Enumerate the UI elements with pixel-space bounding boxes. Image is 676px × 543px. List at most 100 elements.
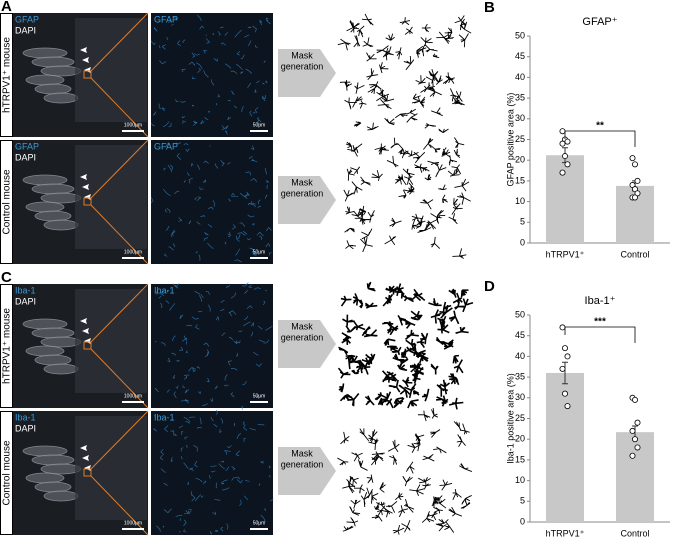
cell-process: [183, 179, 186, 184]
cell-process: [236, 50, 241, 56]
y-axis-label: GFAP positive area (%): [505, 93, 515, 187]
cell-process: [194, 494, 202, 502]
mask-cell: [397, 364, 408, 372]
cell-process: [257, 199, 261, 205]
mask-cell: [361, 325, 371, 337]
cell-process: [230, 392, 235, 398]
scale-bar: [250, 528, 268, 530]
cell-process: [155, 289, 159, 295]
cell-process: [210, 397, 213, 402]
mask-cell: [399, 17, 411, 26]
cell-process: [222, 479, 228, 483]
cell-process: [256, 395, 259, 398]
zoom-image: [151, 140, 273, 264]
cell-process: [214, 385, 218, 390]
cell-process: [269, 465, 271, 469]
cell-process: [241, 105, 244, 113]
mask-cell: [437, 315, 447, 328]
cell-process: [184, 389, 189, 394]
mask-cell: [353, 121, 362, 127]
cell-process: [257, 423, 265, 426]
cell-process: [265, 243, 271, 248]
cell-process: [248, 40, 252, 46]
y-tick-label: 40: [515, 351, 525, 361]
mask-cell: [445, 32, 454, 39]
mask-cell: [427, 86, 442, 97]
mask-cell: [377, 99, 392, 110]
cell-process: [179, 346, 184, 351]
y-tick-label: 15: [515, 454, 525, 464]
cell-process: [227, 360, 232, 366]
chart-title: GFAP⁺: [582, 16, 617, 28]
zoom-stain-label: GFAP: [154, 141, 178, 151]
mask-cell: [451, 96, 463, 106]
folia: [25, 201, 65, 213]
data-point: [559, 140, 566, 147]
cell-process: [170, 430, 175, 434]
mask-cell: [436, 519, 449, 525]
cell-process: [160, 342, 166, 346]
cell-process: [173, 391, 177, 399]
scale-label: 1000μm: [124, 393, 142, 399]
mask-cell: [357, 298, 364, 309]
cell-process: [231, 466, 236, 471]
mask-cell: [353, 484, 365, 494]
cell-process: [183, 416, 191, 423]
mask-cell: [409, 363, 422, 368]
scale-label: 50μm: [253, 393, 266, 399]
cell-process: [202, 403, 208, 406]
cell-process: [231, 90, 235, 96]
mask-cell: [366, 68, 379, 81]
mask-cell: [412, 364, 424, 377]
counterstain-label: DAPI: [15, 296, 36, 306]
cell-process: [211, 470, 216, 473]
mask-cell: [388, 379, 401, 393]
mask-cell: [345, 325, 357, 333]
y-tick-label: 45: [515, 51, 525, 61]
cell-process: [244, 495, 249, 501]
mask-cell: [415, 75, 426, 85]
zoom-stain-label: Iba-1: [154, 412, 175, 422]
mask-cell: [402, 168, 415, 178]
cell-process: [196, 196, 202, 201]
cell-process: [221, 482, 225, 485]
mask-cell: [371, 491, 379, 504]
mask-cell: [435, 523, 447, 532]
mask-cell: [353, 320, 366, 331]
mask-cell: [366, 281, 376, 292]
cell-process: [200, 495, 204, 498]
mask-cell: [387, 325, 399, 336]
cell-process: [241, 405, 243, 410]
y-tick-label: 10: [515, 196, 525, 206]
cell-process: [185, 350, 188, 353]
y-tick-label: 35: [515, 92, 525, 102]
y-tick-label: 0: [520, 516, 525, 526]
scale-bar: [122, 130, 144, 132]
mask-cell: [382, 294, 394, 307]
cell-process: [166, 36, 169, 41]
scale-label: 50μm: [253, 249, 266, 255]
cell-process: [227, 162, 231, 165]
cell-process: [207, 304, 211, 312]
cell-process: [200, 215, 206, 217]
cell-process: [153, 428, 158, 432]
mask-cell: [442, 301, 452, 316]
cell-process: [203, 50, 208, 54]
zoom-line: [90, 283, 149, 343]
mask-cell: [366, 474, 374, 484]
mask-cell: [457, 192, 471, 205]
cell-process: [226, 523, 229, 530]
cell-process: [266, 19, 271, 25]
mask-cell: [439, 479, 453, 491]
cell-process: [215, 482, 217, 489]
mask-cell: [351, 209, 362, 219]
process-label: Mask: [291, 321, 313, 331]
cell-process: [239, 222, 246, 227]
cell-process: [220, 300, 225, 303]
mask-cell: [428, 70, 439, 82]
cell-process: [250, 178, 258, 182]
mask-cell: [338, 346, 349, 356]
cell-process: [182, 39, 186, 44]
cell-process: [161, 44, 166, 50]
mask-cell: [386, 370, 398, 381]
